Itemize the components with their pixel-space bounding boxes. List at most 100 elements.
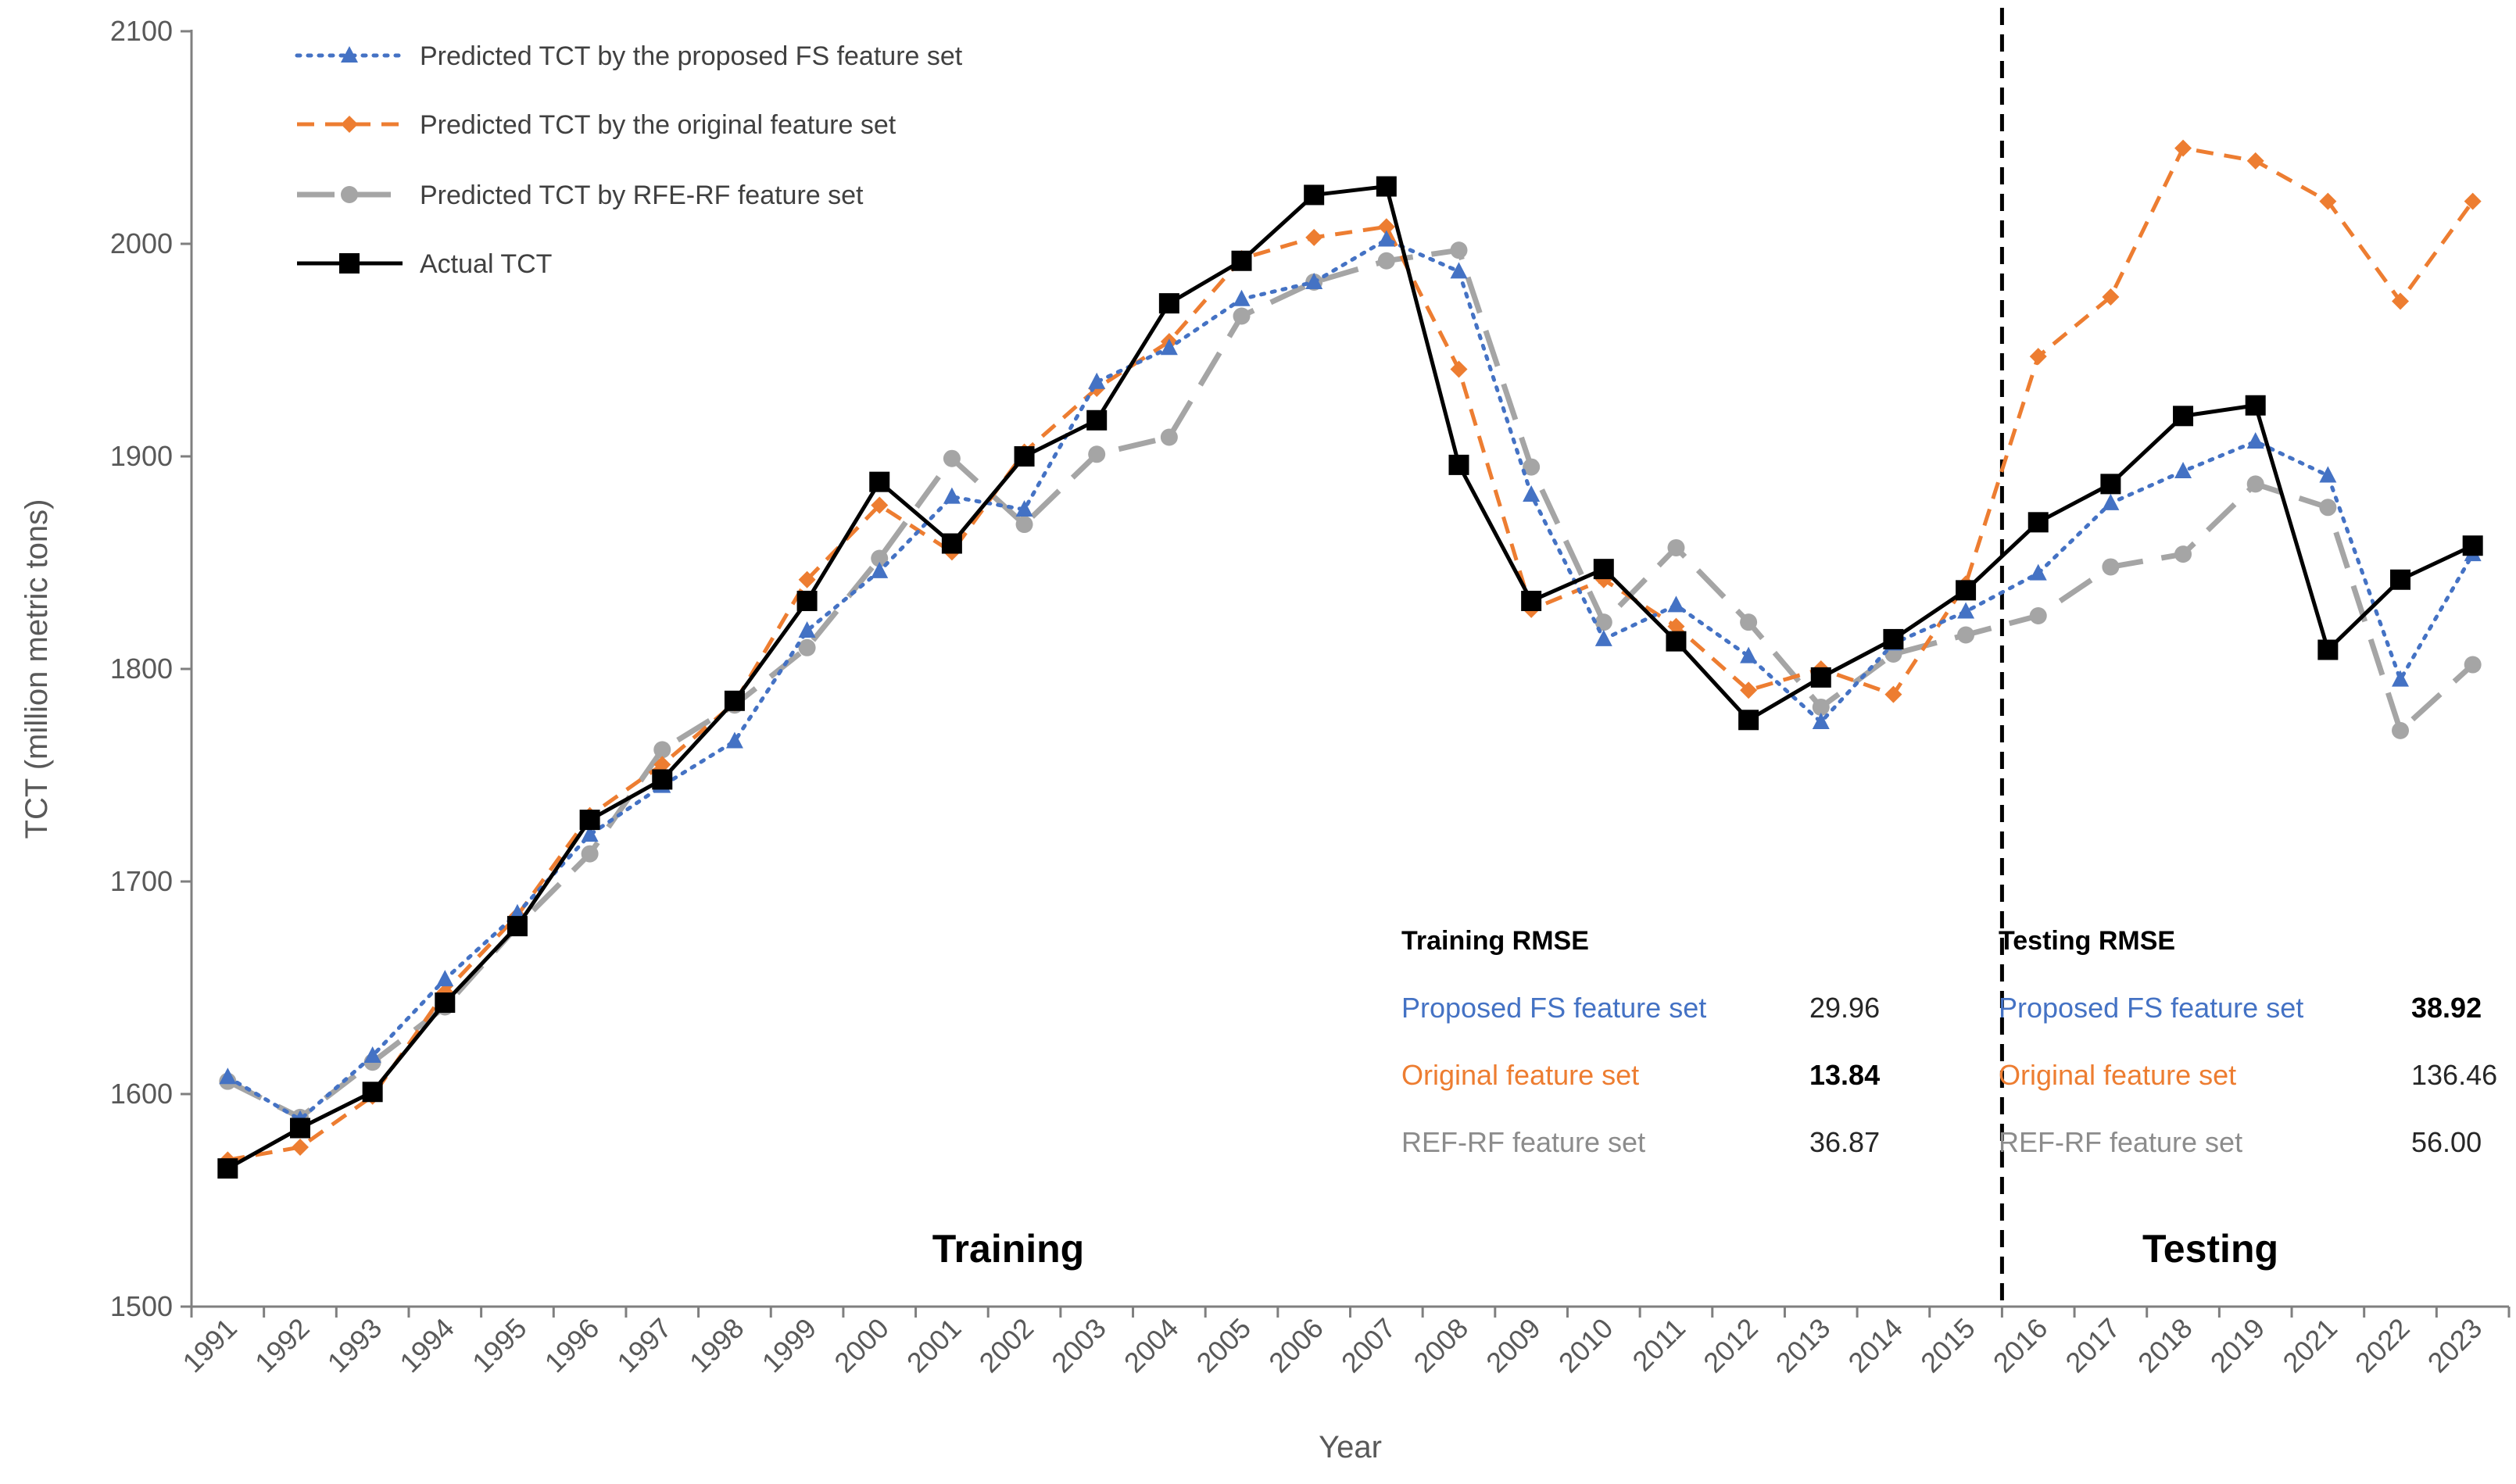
actual-point (1304, 184, 1325, 206)
testing-region-label: Testing (2142, 1227, 2278, 1271)
actual-point (435, 992, 456, 1014)
rfe-point (581, 845, 599, 863)
rfe-point (653, 741, 671, 759)
fs-point (871, 561, 889, 578)
orig-point (1740, 681, 1758, 699)
y-tick-label: 1700 (110, 865, 173, 897)
fs-point (1523, 485, 1541, 502)
actual-point (1521, 590, 1542, 611)
x-tick-label: 1992 (249, 1312, 316, 1379)
actual-point (2245, 395, 2266, 416)
orig-point (2246, 152, 2264, 170)
x-tick-label: 2001 (900, 1312, 968, 1379)
x-tick-label: 1999 (756, 1312, 823, 1379)
rmse-row-value: 29.96 (1809, 992, 1880, 1024)
fs-point (1450, 262, 1468, 279)
training-rmse-table: Training RMSE Proposed FS feature set 29.… (1401, 926, 1880, 1158)
actual-point (1231, 250, 1252, 271)
x-tick-label: 2007 (1335, 1312, 1402, 1379)
y-tick-label: 2100 (110, 15, 173, 47)
actual-point (289, 1117, 310, 1139)
fs-point (2392, 670, 2410, 687)
x-tick-label: 2023 (2421, 1312, 2489, 1379)
actual-point (2027, 512, 2049, 533)
rfe-point (1523, 458, 1541, 476)
actual-point (2173, 406, 2194, 427)
orig-point (798, 570, 816, 588)
rfe-line (226, 247, 2475, 1121)
y-tick-label: 2000 (110, 227, 173, 259)
fs-series (219, 230, 2482, 1127)
rfe-point (1812, 698, 1830, 716)
fs-point (363, 1046, 381, 1064)
rfe-point (1740, 613, 1758, 631)
legend-orig-label: Predicted TCT by the original feature se… (420, 110, 897, 140)
fs-point (1233, 289, 1251, 306)
actual-point (217, 1158, 238, 1179)
rmse-row-value: 38.92 (2411, 992, 2482, 1024)
orig-point (2319, 192, 2337, 210)
y-tick-label: 1500 (110, 1290, 173, 1322)
rfe-point (2029, 607, 2047, 624)
fs-point (1812, 713, 1830, 729)
actual-point (579, 810, 600, 831)
legend-actual-point (339, 253, 360, 274)
x-tick-label: 1998 (683, 1312, 750, 1379)
y-axis-title: TCT (million metric tons) (20, 499, 54, 839)
training-rmse-title: Training RMSE (1401, 926, 1589, 956)
fs-point (2102, 493, 2120, 510)
x-tick-label: 2014 (1841, 1312, 1909, 1379)
x-tick-label: 2002 (973, 1312, 1040, 1379)
x-tick-label: 2021 (2276, 1312, 2343, 1379)
actual-point (1738, 710, 1759, 731)
actual-point (1014, 446, 1035, 467)
rfe-point (2174, 545, 2192, 563)
rfe-point (943, 449, 961, 467)
legend-orig-point (341, 116, 358, 133)
fs-point (943, 487, 961, 504)
actual-point (724, 690, 745, 711)
rmse-row-value: 56.00 (2411, 1126, 2482, 1158)
legend-fs-label: Predicted TCT by the proposed FS feature… (420, 41, 963, 71)
x-tick-label: 2003 (1045, 1312, 1112, 1379)
actual-line (227, 184, 2474, 1171)
rfe-point (1594, 613, 1612, 631)
x-tick-label: 2015 (1914, 1312, 1981, 1379)
actual-point (2317, 639, 2339, 660)
training-region-label: Training (932, 1227, 1084, 1271)
orig-point (2102, 288, 2120, 306)
actual-point (1810, 667, 1831, 688)
orig-point (291, 1139, 309, 1156)
series-layer (217, 139, 2483, 1179)
actual-point (1158, 293, 1179, 314)
actual-point (1883, 628, 1904, 649)
actual-point (1376, 176, 1397, 197)
actual-point (506, 916, 528, 937)
rfe-point (1233, 307, 1251, 325)
actual-point (2100, 474, 2121, 495)
fs-point (798, 621, 816, 638)
x-tick-label: 2016 (1987, 1312, 2054, 1379)
fs-point (2174, 462, 2192, 479)
rmse-row-label: REF-RF feature set (1999, 1126, 2242, 1158)
actual-point (1956, 580, 1977, 601)
fs-point (219, 1067, 237, 1085)
rfe-point (1088, 445, 1106, 463)
x-tick-label: 2006 (1262, 1312, 1330, 1379)
fs-point (1957, 602, 1975, 619)
x-tick-label: 2011 (1626, 1312, 1691, 1378)
rmse-row-label: Original feature set (1999, 1059, 2236, 1091)
fs-point (2029, 563, 2047, 581)
rfe-point (1015, 516, 1033, 534)
x-tick-label: 2019 (2204, 1312, 2271, 1379)
x-tick-label: 2018 (2131, 1312, 2199, 1379)
actual-point (869, 471, 890, 492)
orig-point (653, 756, 671, 774)
x-tick-label: 2004 (1118, 1312, 1185, 1379)
y-tick-label: 1900 (110, 440, 173, 472)
fs-point (1377, 230, 1395, 247)
actual-point (941, 533, 962, 554)
orig-point (871, 496, 889, 514)
actual-point (1448, 454, 1469, 475)
